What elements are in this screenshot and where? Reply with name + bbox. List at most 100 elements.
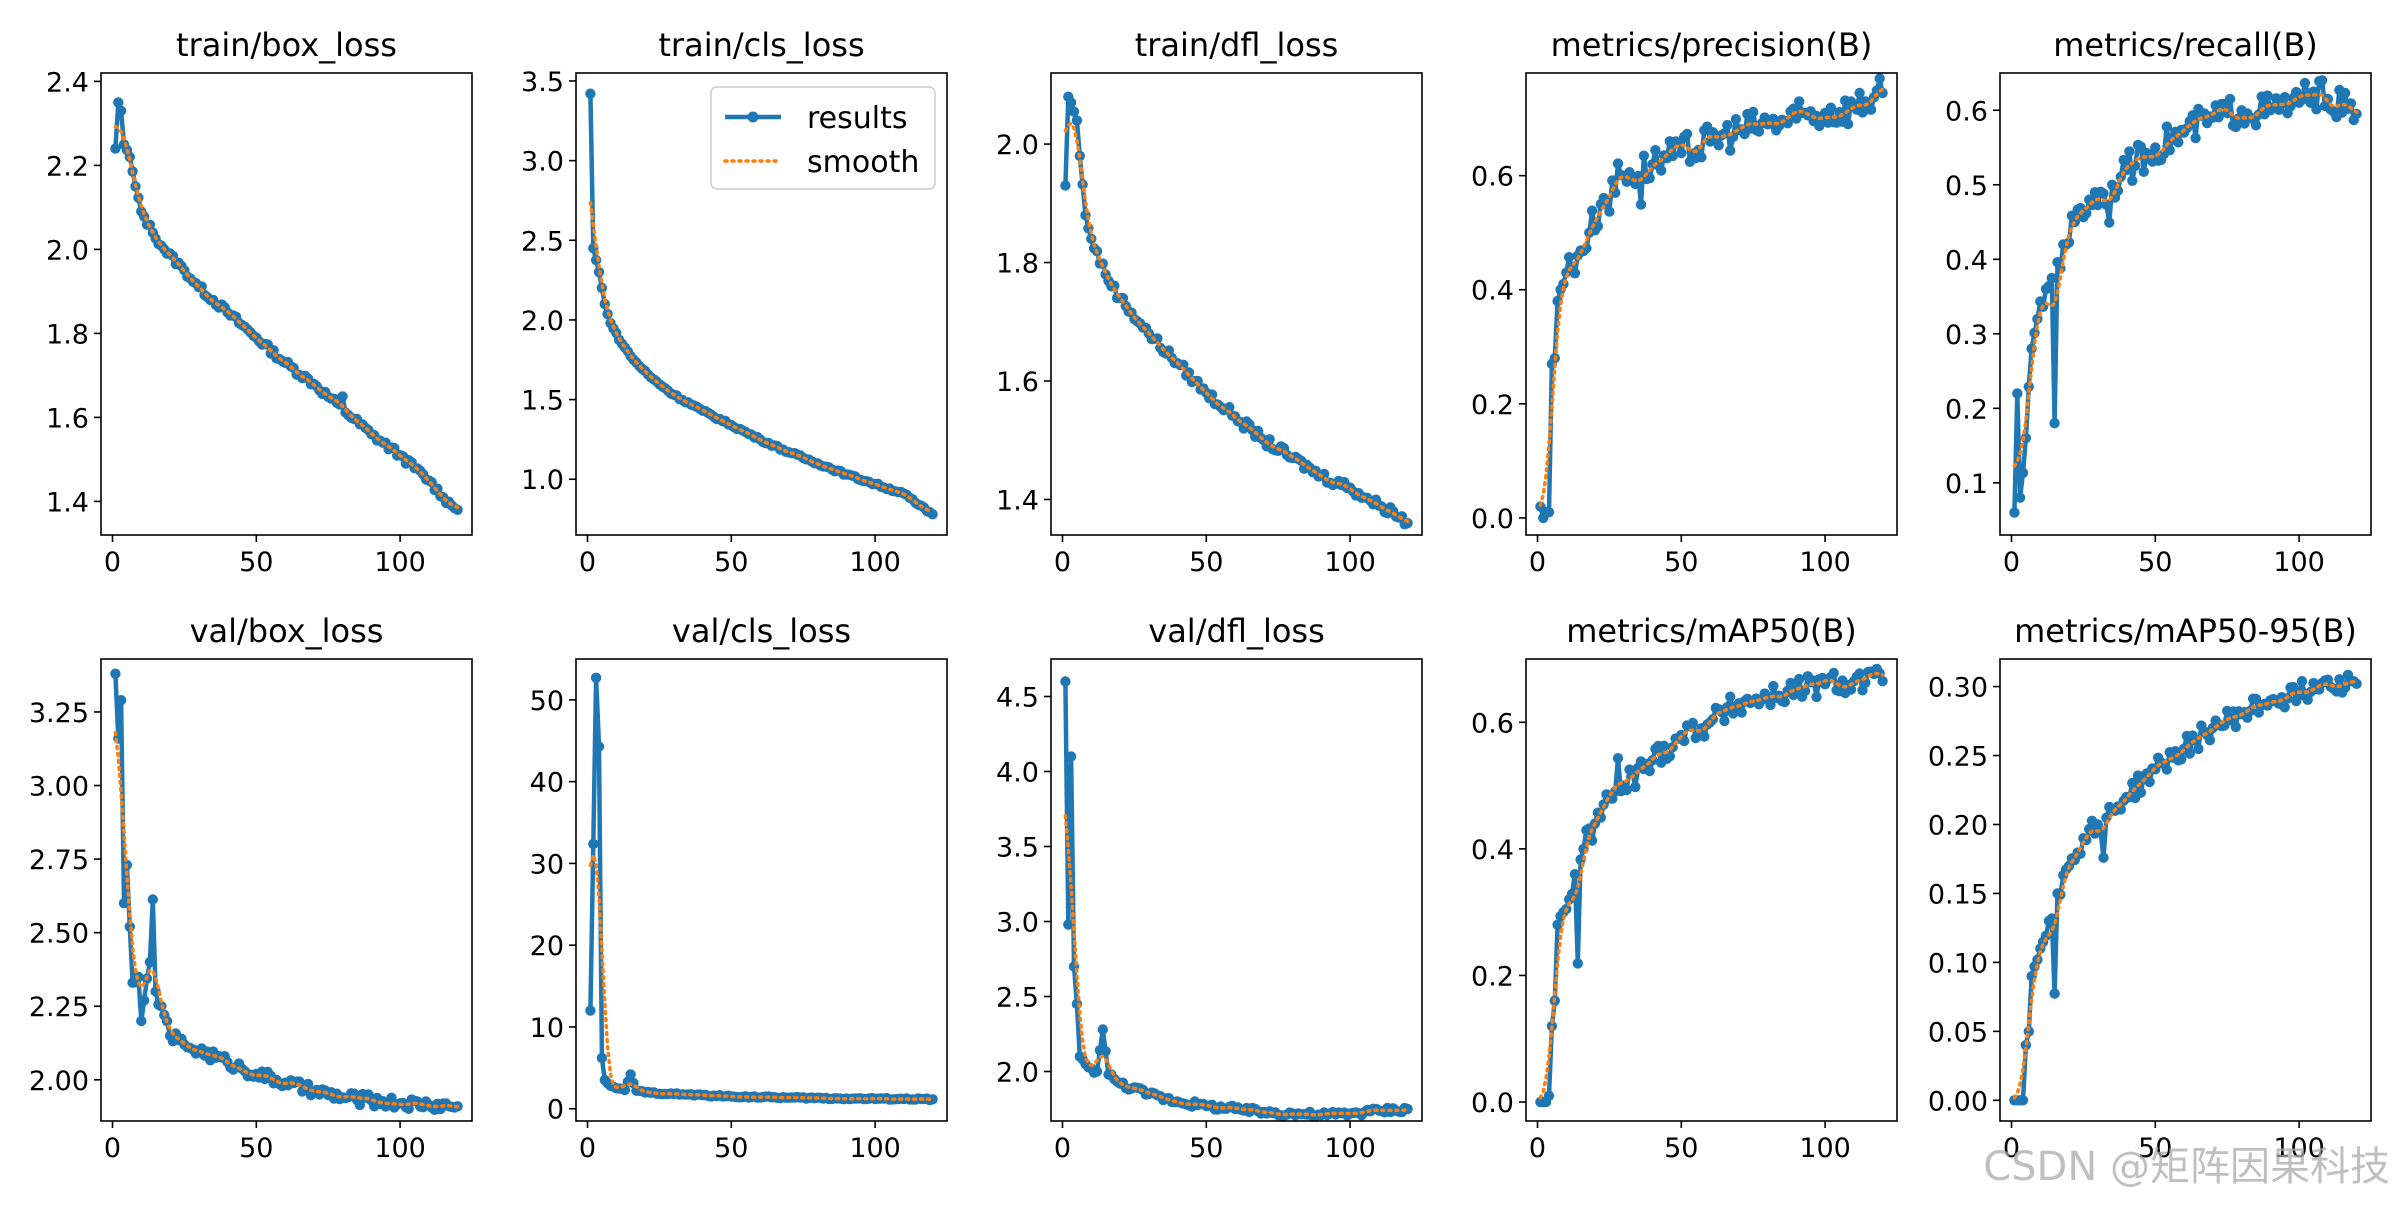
data-point	[585, 88, 596, 99]
data-point	[2081, 208, 2092, 219]
axes-frame	[1999, 658, 2372, 1122]
subplot-title: metrics/recall(B)	[2053, 26, 2318, 64]
y-tick-label: 0.25	[1928, 742, 1988, 773]
data-point	[1552, 919, 1563, 930]
y-tick-label: 2.75	[29, 845, 89, 876]
series-line-smooth	[1538, 671, 1885, 1100]
data-point	[2138, 166, 2149, 177]
y-tick-label: 0.4	[1471, 835, 1514, 866]
data-point	[1650, 145, 1661, 156]
series-line-results	[113, 100, 459, 512]
data-point	[118, 898, 130, 909]
data-point	[1635, 199, 1647, 210]
legend-box	[710, 86, 936, 190]
y-tick-label: 1.6	[996, 367, 1039, 398]
subplot-5: val/box_loss 0 50 100 2.00 2.25 2.50 2.75 3.00 3.…	[29, 612, 473, 1164]
data-point	[2098, 852, 2109, 863]
data-point	[2135, 787, 2147, 798]
legend-results-label: results	[807, 101, 908, 136]
axes-frame	[100, 658, 473, 1122]
plot-area	[1535, 73, 1888, 524]
data-point	[2193, 743, 2204, 755]
series-line-smooth	[113, 730, 460, 1109]
data-point	[1178, 359, 1189, 370]
subplot-title: train/box_loss	[176, 26, 397, 64]
data-point	[2190, 132, 2201, 144]
y-tick-label: 20	[530, 931, 564, 962]
y-tick-label: 3.25	[29, 698, 89, 729]
data-point	[354, 1099, 365, 1111]
y-tick-label: 0.30	[1928, 673, 1988, 704]
plot-area	[585, 88, 938, 520]
y-tick-label: 2.2	[46, 151, 89, 182]
data-point	[927, 1094, 938, 1105]
x-tick-label: 50	[2138, 547, 2172, 578]
data-point	[1065, 97, 1077, 108]
x-tick-label: 0	[104, 1133, 121, 1164]
series-line-smooth	[1063, 121, 1410, 523]
plot-area	[1535, 663, 1888, 1108]
data-point	[136, 1015, 147, 1027]
y-tick-label: 1.4	[46, 487, 89, 518]
data-point	[2262, 90, 2273, 101]
y-tick-label: 0.00	[1928, 1086, 1988, 1117]
subplot-3: metrics/precision(B) 0 50 100 0.0 0.2 0.4 0.6	[1471, 26, 1898, 578]
x-tick-label: 100	[374, 1133, 426, 1164]
data-point	[1748, 106, 1759, 118]
data-point	[1765, 699, 1776, 711]
data-point	[1091, 1066, 1103, 1077]
subplot-0: train/box_loss 0 50 100 1.4 1.6 1.8 2.0 2.2 2.4	[46, 26, 473, 578]
x-tick-label: 0	[2003, 1133, 2020, 1164]
legend: results smooth	[710, 86, 936, 190]
data-point	[2224, 93, 2236, 105]
data-point	[196, 281, 207, 292]
series-line-smooth	[1538, 87, 1885, 507]
series-line-results	[1063, 681, 1409, 1119]
data-point	[2046, 272, 2057, 284]
y-tick-label: 1.8	[996, 249, 1039, 280]
axes-frame	[100, 72, 473, 536]
data-point	[1696, 152, 1707, 163]
x-tick-label: 0	[104, 547, 121, 578]
y-tick-label: 2.00	[29, 1066, 89, 1097]
y-tick-label: 2.0	[996, 130, 1039, 161]
data-point	[1543, 1090, 1555, 1101]
data-point	[1779, 696, 1791, 708]
data-point	[2184, 748, 2195, 759]
series-line-smooth	[113, 124, 460, 510]
data-point	[1814, 120, 1825, 132]
data-point	[1100, 1046, 1111, 1057]
y-tick-label: 0.3	[1945, 320, 1988, 351]
data-point	[1586, 205, 1598, 216]
data-point	[2296, 676, 2308, 687]
data-point	[110, 668, 121, 679]
x-tick-label: 50	[1664, 1133, 1698, 1164]
data-point	[1794, 673, 1805, 685]
data-point	[2291, 86, 2302, 98]
series-line-results	[1063, 94, 1409, 527]
data-point	[1676, 147, 1687, 159]
x-tick-label: 50	[714, 547, 748, 578]
data-point	[1071, 115, 1083, 126]
data-point	[2101, 199, 2112, 210]
subplot-title: val/cls_loss	[672, 612, 851, 650]
y-tick-label: 1.4	[996, 485, 1039, 516]
data-point	[1224, 402, 1235, 413]
data-point	[110, 143, 121, 154]
y-tick-label: 0.6	[1945, 96, 1988, 127]
data-point	[596, 1052, 608, 1064]
data-point	[2092, 199, 2103, 211]
x-tick-label: 100	[374, 547, 426, 578]
data-point	[593, 741, 605, 752]
data-point	[1612, 753, 1624, 764]
subplot-title: metrics/precision(B)	[1551, 26, 1873, 64]
data-point	[268, 345, 279, 356]
x-tick-label: 100	[849, 547, 901, 578]
data-point	[2316, 75, 2328, 86]
series-line-smooth	[2012, 679, 2359, 1100]
x-tick-label: 50	[1189, 547, 1223, 578]
subplot-4: metrics/recall(B) 0 50 100 0.1 0.2 0.3 0.4 0.5 0.…	[1945, 26, 2372, 578]
data-point	[1725, 145, 1736, 156]
data-point	[2279, 702, 2290, 713]
